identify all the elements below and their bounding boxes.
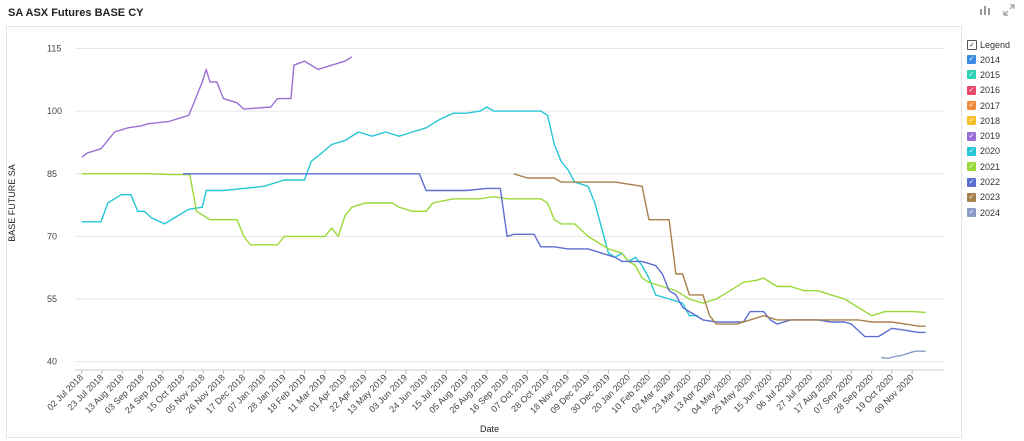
chart-legend: ✓ Legend ✓ 2014 ✓ 2015 ✓ 2016 ✓ 2017 ✓ 2018 ✓ 2019 ✓… bbox=[967, 38, 1010, 220]
legend-label: 2023 bbox=[980, 192, 1001, 203]
legend-item-2016[interactable]: ✓ 2016 bbox=[967, 83, 1010, 98]
y-tick-label: 40 bbox=[47, 357, 57, 367]
legend-title: Legend bbox=[980, 40, 1011, 50]
legend-checkbox-2018[interactable]: ✓ bbox=[967, 116, 976, 126]
y-tick-label: 70 bbox=[47, 231, 57, 241]
legend-item-2018[interactable]: ✓ 2018 bbox=[967, 113, 1010, 128]
legend-label: 2016 bbox=[980, 85, 1001, 96]
y-tick-label: 100 bbox=[47, 106, 62, 116]
legend-checkbox-2015[interactable]: ✓ bbox=[967, 70, 976, 80]
legend-checkbox-2017[interactable]: ✓ bbox=[967, 101, 976, 111]
x-axis-title: Date bbox=[480, 424, 499, 434]
legend-item-2021[interactable]: ✓ 2021 bbox=[967, 159, 1010, 174]
legend-checkbox-2022[interactable]: ✓ bbox=[967, 177, 976, 187]
chart-frame bbox=[6, 26, 962, 438]
series-line-2023 bbox=[513, 173, 926, 327]
legend-toggle-all-checkbox[interactable]: ✓ bbox=[967, 40, 977, 50]
legend-item-2014[interactable]: ✓ 2014 bbox=[967, 52, 1010, 67]
legend-item-2019[interactable]: ✓ 2019 bbox=[967, 128, 1010, 143]
bar-chart-icon[interactable] bbox=[978, 4, 992, 18]
legend-checkbox-2016[interactable]: ✓ bbox=[967, 85, 976, 95]
legend-checkbox-2023[interactable]: ✓ bbox=[967, 192, 976, 202]
legend-label: 2014 bbox=[980, 54, 1001, 65]
legend-label: 2020 bbox=[980, 146, 1001, 157]
series-line-2022 bbox=[183, 173, 926, 338]
series-line-2021 bbox=[81, 173, 926, 317]
page-title: SA ASX Futures BASE CY bbox=[8, 7, 144, 19]
legend-label: 2017 bbox=[980, 100, 1001, 111]
y-tick-label: 85 bbox=[47, 169, 57, 179]
legend-item-2022[interactable]: ✓ 2022 bbox=[967, 174, 1010, 189]
legend-label: 2015 bbox=[980, 69, 1001, 80]
y-tick-label: 55 bbox=[47, 294, 57, 304]
series-line-2020 bbox=[81, 106, 699, 317]
y-axis-title: BASE FUTURE SA bbox=[7, 164, 17, 242]
legend-label: 2024 bbox=[980, 207, 1001, 218]
legend-item-2023[interactable]: ✓ 2023 bbox=[967, 190, 1010, 205]
legend-item-2015[interactable]: ✓ 2015 bbox=[967, 67, 1010, 82]
series-line-2024 bbox=[881, 350, 926, 359]
legend-label: 2021 bbox=[980, 161, 1001, 172]
legend-checkbox-2021[interactable]: ✓ bbox=[967, 162, 976, 172]
legend-label: 2022 bbox=[980, 177, 1001, 188]
legend-item-2020[interactable]: ✓ 2020 bbox=[967, 144, 1010, 159]
legend-label: 2019 bbox=[980, 131, 1001, 142]
legend-checkbox-2020[interactable]: ✓ bbox=[967, 146, 976, 156]
chart-toolbar bbox=[978, 4, 1016, 18]
legend-item-2024[interactable]: ✓ 2024 bbox=[967, 205, 1010, 220]
expand-icon[interactable] bbox=[1002, 4, 1016, 18]
legend-item-2017[interactable]: ✓ 2017 bbox=[967, 98, 1010, 113]
legend-label: 2018 bbox=[980, 115, 1001, 126]
legend-checkbox-2014[interactable]: ✓ bbox=[967, 55, 976, 65]
legend-header[interactable]: ✓ Legend bbox=[967, 38, 1010, 52]
legend-checkbox-2024[interactable]: ✓ bbox=[967, 208, 976, 218]
series-line-2019 bbox=[81, 56, 353, 158]
legend-checkbox-2019[interactable]: ✓ bbox=[967, 131, 976, 141]
y-tick-label: 115 bbox=[47, 44, 61, 54]
